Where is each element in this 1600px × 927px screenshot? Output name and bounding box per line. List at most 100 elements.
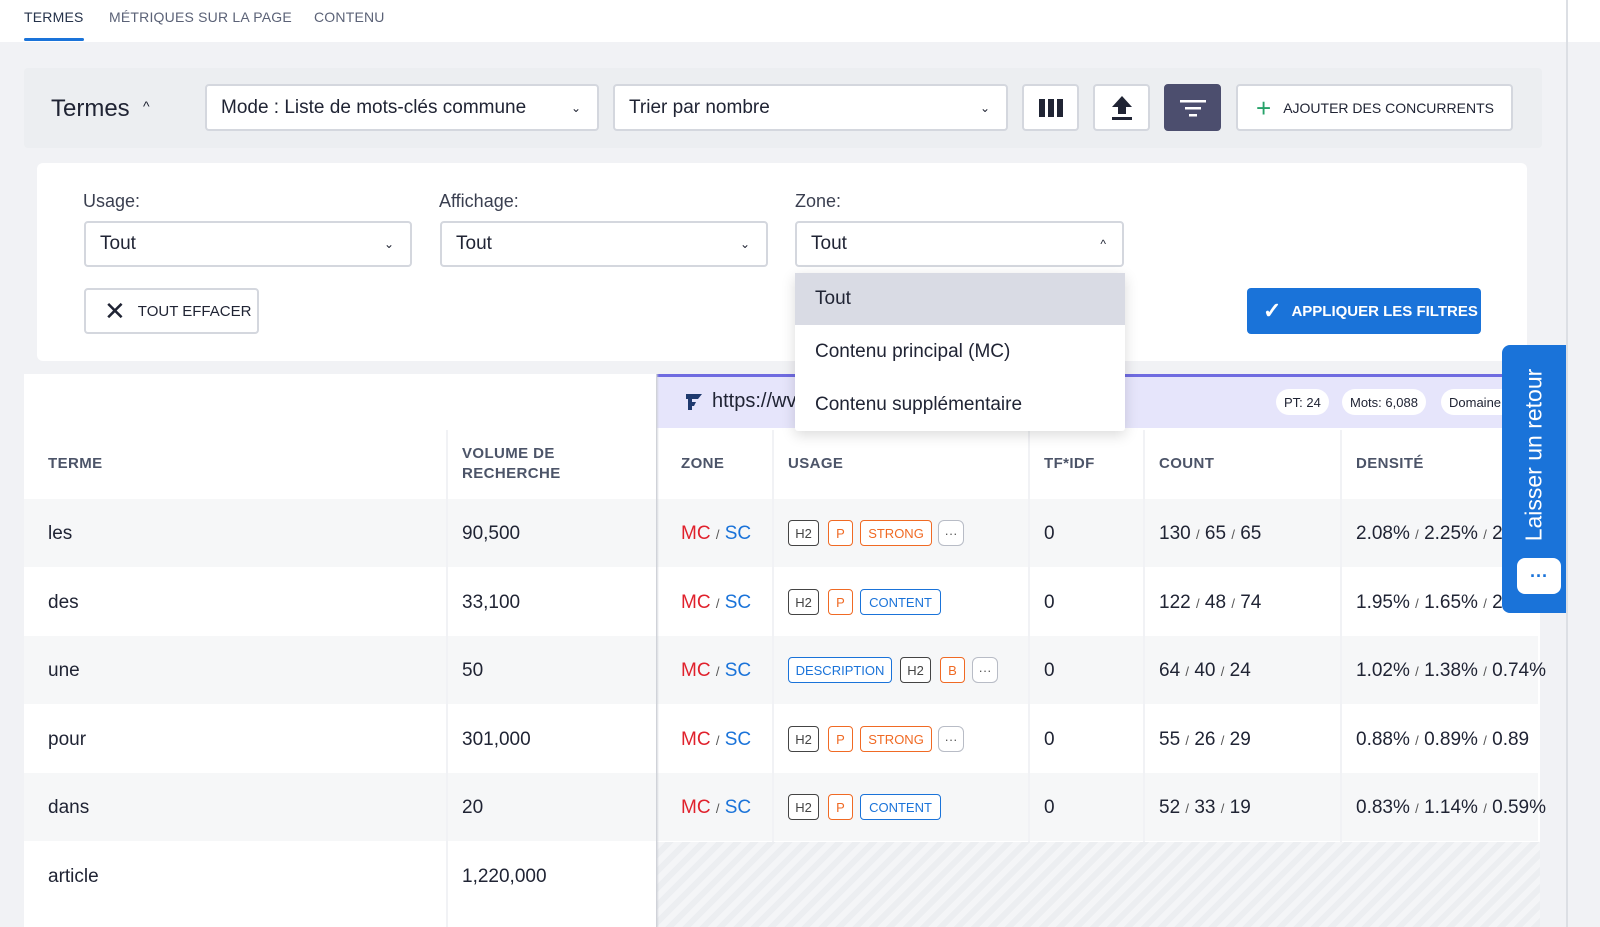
count-cell: 122 / 48 / 74 [1159, 592, 1262, 613]
zone-option-supplementary[interactable]: Contenu supplémentaire [815, 394, 1023, 415]
section-title[interactable]: Termes [51, 95, 130, 122]
display-select[interactable]: Tout ⌄ [440, 221, 768, 267]
upload-icon [1111, 95, 1132, 120]
scrollbar[interactable] [1566, 0, 1568, 927]
sort-select-value: Trier par nombre [629, 96, 770, 118]
usage-tag-p: P [828, 589, 853, 615]
usage-tag-p: P [828, 794, 853, 820]
density-cell: 2.08% / 2.25% / 2% [1356, 523, 1520, 544]
volume-cell: 33,100 [462, 592, 521, 613]
count-cell: 52 / 33 / 19 [1159, 797, 1251, 818]
zone-option-tout[interactable]: Tout [795, 273, 1125, 325]
fixed-column-shadow [656, 374, 659, 927]
tfidf-cell: 0 [1044, 660, 1055, 681]
zone-cell: MC / SC [681, 660, 752, 681]
table-row [24, 705, 1538, 773]
table-row [24, 499, 1538, 567]
tab-metriques[interactable]: MÉTRIQUES SUR LA PAGE [109, 9, 292, 25]
chevron-down-icon: ⌄ [979, 100, 990, 115]
count-cell: 55 / 26 / 29 [1159, 729, 1251, 750]
volume-cell: 20 [462, 797, 484, 818]
col-header-volume[interactable]: VOLUME DE RECHERCHE [462, 445, 561, 482]
words-badge: Mots: 6,088 [1342, 389, 1426, 415]
clear-all-button[interactable]: ✕ TOUT EFFACER [84, 288, 259, 334]
volume-cell: 50 [462, 660, 484, 681]
col-header-density[interactable]: DENSITÉ [1356, 455, 1424, 472]
zone-dropdown-menu: Tout Contenu principal (MC) Contenu supp… [795, 273, 1125, 431]
usage-select[interactable]: Tout ⌄ [84, 221, 412, 267]
tab-contenu[interactable]: CONTENU [314, 9, 385, 25]
table-row [24, 773, 1538, 841]
usage-label: Usage: [83, 191, 141, 211]
filter-button[interactable] [1164, 84, 1221, 131]
zone-cell: MC / SC [681, 729, 752, 750]
table-row [24, 568, 1538, 636]
columns-button[interactable] [1022, 84, 1079, 131]
plus-icon: + [1256, 92, 1272, 123]
usage-tag-h2: H2 [788, 794, 819, 820]
tfidf-cell: 0 [1044, 729, 1055, 750]
col-header-count[interactable]: COUNT [1159, 455, 1215, 472]
chevron-up-icon[interactable]: ^ [143, 98, 150, 114]
zone-cell: MC / SC [681, 592, 752, 613]
col-header-tfidf[interactable]: TF*IDF [1044, 455, 1095, 472]
add-competitors-button[interactable]: + AJOUTER DES CONCURRENTS [1236, 84, 1513, 131]
volume-cell: 301,000 [462, 729, 531, 750]
usage-tag-description: DESCRIPTION [788, 657, 892, 683]
mode-select[interactable]: Mode : Liste de mots-clés commune ⌄ [205, 84, 599, 131]
top-tabs: TERMES MÉTRIQUES SUR LA PAGE CONTENU [0, 0, 1600, 42]
display-select-value: Tout [456, 233, 492, 254]
volume-cell: 90,500 [462, 523, 521, 544]
col-header-terme[interactable]: TERME [48, 455, 103, 472]
check-icon: ✓ [1263, 298, 1282, 323]
feedback-label[interactable]: Laisser un retour [1520, 368, 1547, 542]
usage-tag-strong: STRONG [860, 520, 932, 546]
count-cell: 64 / 40 / 24 [1159, 660, 1251, 681]
add-competitors-label: AJOUTER DES CONCURRENTS [1283, 99, 1494, 116]
export-button[interactable] [1093, 84, 1150, 131]
density-cell: 1.02% / 1.38% / 0.74% [1356, 660, 1546, 681]
active-tab-indicator [24, 38, 84, 41]
more-tags-button[interactable]: ··· [938, 520, 964, 546]
usage-tag-content: CONTENT [860, 794, 941, 820]
density-cell: 1.95% / 1.65% / 2.2 [1356, 592, 1519, 613]
zone-cell: MC / SC [681, 523, 752, 544]
sort-select[interactable]: Trier par nombre ⌄ [613, 84, 1008, 131]
columns-icon [1038, 98, 1063, 117]
col-header-usage[interactable]: USAGE [788, 455, 844, 472]
zone-option-main-content[interactable]: Contenu principal (MC) [815, 341, 1011, 362]
tab-termes[interactable]: TERMES [24, 9, 84, 25]
competitor-url[interactable]: https://wv [712, 390, 797, 412]
more-tags-button[interactable]: ··· [972, 657, 998, 683]
zone-select[interactable]: Tout ^ [795, 221, 1124, 267]
apply-filters-button[interactable]: ✓ APPLIQUER LES FILTRES [1247, 288, 1481, 334]
volume-cell: 1,220,000 [462, 866, 547, 887]
filter-icon [1179, 99, 1206, 116]
usage-tag-h2: H2 [788, 726, 819, 752]
term-cell: des [48, 592, 79, 613]
zone-select-value: Tout [811, 233, 847, 254]
chevron-down-icon: ⌄ [570, 100, 581, 115]
table-row [24, 636, 1538, 704]
column-divider [1340, 430, 1342, 842]
zone-cell: MC / SC [681, 797, 752, 818]
usage-tag-h2: H2 [788, 520, 819, 546]
column-divider [1028, 430, 1030, 842]
table-row [24, 842, 656, 910]
apply-filters-label: APPLIQUER LES FILTRES [1291, 302, 1478, 320]
col-header-zone[interactable]: ZONE [681, 455, 725, 472]
more-tags-button[interactable]: ··· [938, 726, 964, 752]
mode-select-value: Mode : Liste de mots-clés commune [221, 96, 527, 118]
close-icon: ✕ [104, 296, 126, 326]
chevron-down-icon: ⌄ [739, 237, 750, 251]
chevron-down-icon: ⌄ [383, 237, 394, 251]
usage-tag-b: B [940, 657, 965, 683]
chat-bubble-icon[interactable]: ··· [1517, 558, 1561, 594]
clear-all-label: TOUT EFFACER [137, 302, 252, 320]
usage-tag-p: P [828, 520, 853, 546]
display-label: Affichage: [439, 191, 519, 211]
chevron-up-icon: ^ [1100, 237, 1106, 251]
tfidf-cell: 0 [1044, 523, 1055, 544]
usage-tag-strong: STRONG [860, 726, 932, 752]
usage-tag-p: P [828, 726, 853, 752]
